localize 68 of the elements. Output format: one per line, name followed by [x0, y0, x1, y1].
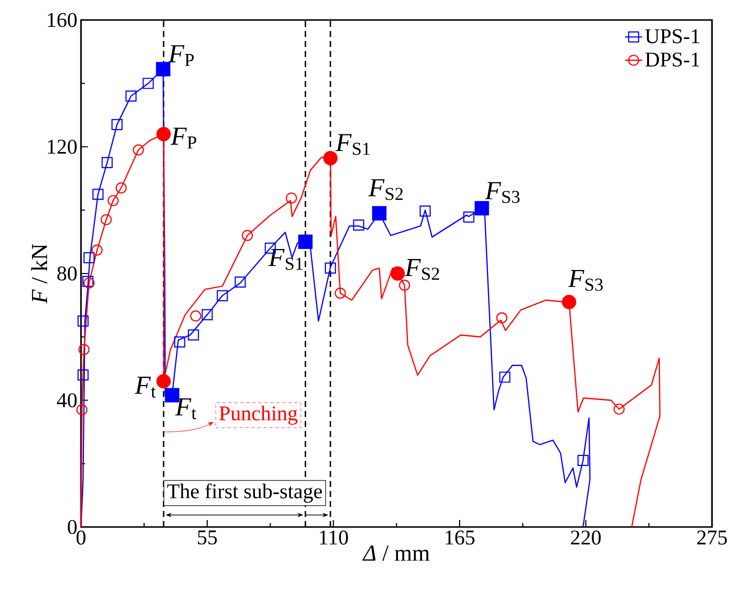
point [323, 150, 338, 166]
point [108, 195, 119, 206]
point [92, 244, 103, 256]
point [116, 182, 127, 194]
annotation: Punching [219, 406, 298, 425]
point [463, 212, 474, 223]
point [562, 294, 576, 310]
x-axis-title: Δ / mm [362, 545, 430, 561]
annotation: F$_{S1}$ [335, 134, 370, 155]
x-tick-label: 110 [320, 530, 348, 545]
y-tick-label: 160 [48, 12, 77, 28]
point [353, 219, 364, 231]
point [156, 374, 171, 388]
x-tick-label: 220 [571, 530, 601, 545]
point [78, 344, 90, 356]
point [156, 62, 170, 76]
point [125, 90, 137, 102]
point [174, 336, 186, 348]
point [398, 280, 410, 291]
point [372, 206, 386, 220]
point [334, 288, 346, 299]
point [286, 192, 297, 204]
y-tick-label: 120 [48, 140, 77, 154]
point [190, 310, 202, 322]
annotation: F$_{P}$ [168, 45, 194, 66]
point [216, 290, 228, 302]
point [100, 214, 112, 226]
x-tick-label: 55 [198, 530, 217, 544]
point [420, 206, 431, 217]
point [390, 266, 405, 281]
point [298, 234, 313, 250]
point [132, 144, 144, 156]
point [83, 252, 95, 264]
annotation: F$_{t}$ [175, 398, 196, 420]
point [202, 309, 213, 320]
point [78, 315, 89, 327]
x-tick-label: 165 [446, 530, 474, 545]
legend-label: DPS-1 [645, 52, 700, 67]
point [156, 126, 171, 142]
annotation: The first sub-stage [167, 483, 322, 503]
y-tick-label: 0 [68, 520, 77, 534]
point [78, 369, 89, 380]
y-tick-label: 80 [57, 266, 77, 281]
point [188, 329, 199, 341]
point [324, 262, 336, 274]
annotation: F$_{S3}$ [568, 270, 603, 291]
annotation: F$_{S1}$ [268, 249, 303, 270]
point [234, 276, 246, 288]
annotation: F$_{S2}$ [368, 179, 403, 200]
point [578, 454, 589, 466]
annotation: F$_{t}$ [134, 376, 156, 398]
annotation: F$_{S3}$ [484, 182, 520, 204]
legend-label: UPS-1 [645, 29, 700, 44]
point [499, 372, 510, 383]
annotation: F$_{P}$ [170, 128, 196, 148]
point [102, 157, 113, 168]
point [111, 119, 123, 130]
point [496, 312, 508, 324]
x-tick-label: 275 [697, 530, 727, 545]
point [242, 230, 253, 242]
y-tick-label: 40 [56, 393, 77, 408]
point [474, 201, 490, 216]
point [92, 188, 104, 200]
point [142, 78, 154, 89]
point [76, 404, 88, 416]
y-axis-title: F / kN [31, 244, 48, 304]
point [614, 404, 625, 415]
annotation: F$_{S2}$ [404, 259, 440, 280]
